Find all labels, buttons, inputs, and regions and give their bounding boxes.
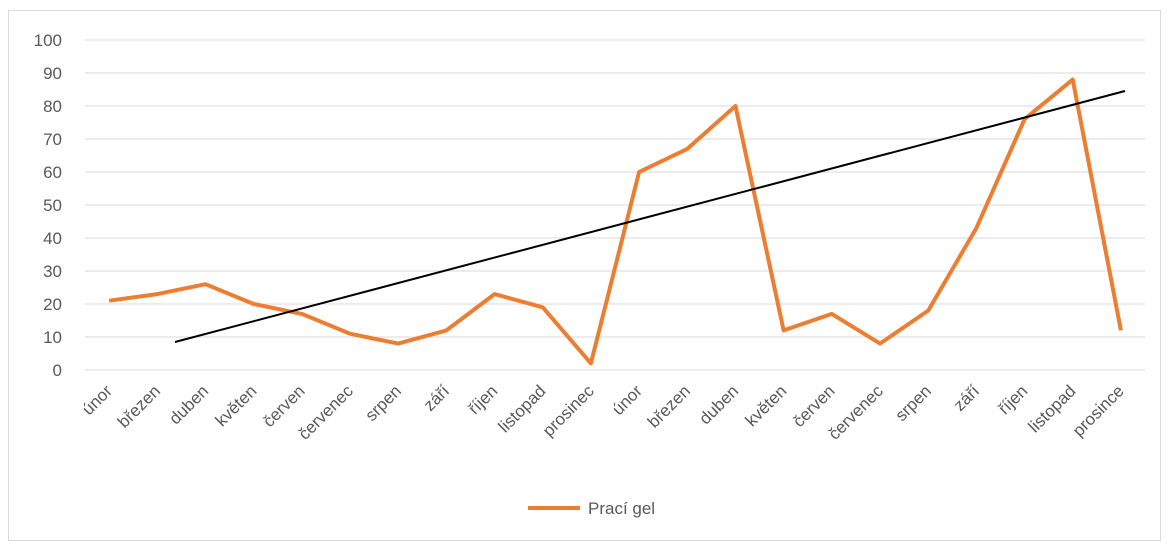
chart-border (8, 10, 1161, 541)
y-tick-label: 100 (34, 31, 62, 50)
y-tick-label: 60 (43, 163, 62, 182)
y-tick-label: 0 (53, 361, 62, 380)
y-tick-label: 20 (43, 295, 62, 314)
y-tick-label: 30 (43, 262, 62, 281)
y-tick-label: 90 (43, 64, 62, 83)
y-tick-label: 40 (43, 229, 62, 248)
data-line (108, 77, 1123, 366)
y-tick-label: 50 (43, 196, 62, 215)
legend: Prací gel (528, 499, 655, 518)
legend-label: Prací gel (588, 499, 655, 518)
trendline (174, 90, 1126, 343)
y-tick-label: 80 (43, 97, 62, 116)
y-tick-label: 10 (43, 328, 62, 347)
plot (108, 77, 1123, 366)
y-tick-label: 70 (43, 130, 62, 149)
